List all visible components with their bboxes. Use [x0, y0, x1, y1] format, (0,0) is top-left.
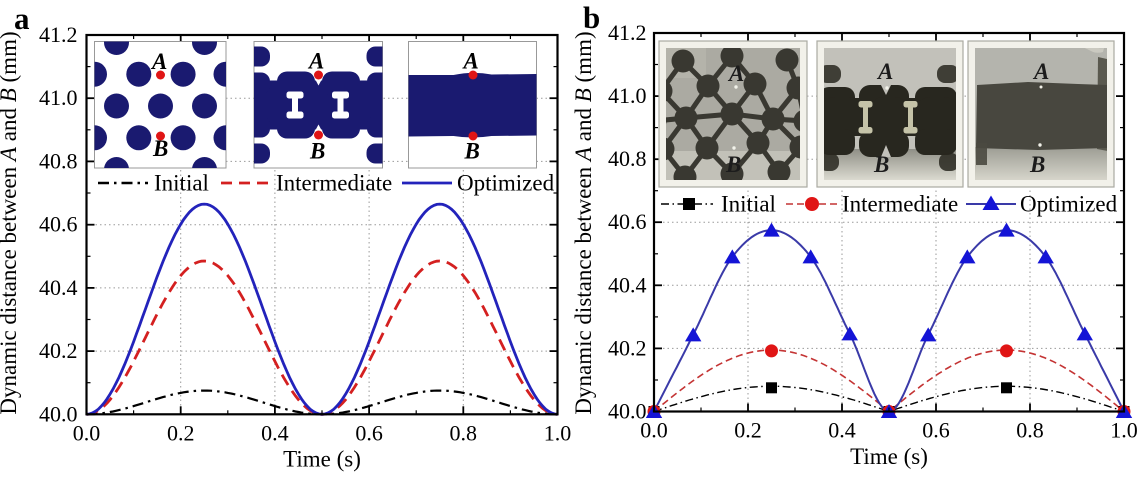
svg-text:40.4: 40.4 [608, 272, 647, 297]
svg-text:40.6: 40.6 [608, 209, 647, 234]
svg-text:40.2: 40.2 [608, 335, 647, 360]
svg-text:0.2: 0.2 [734, 418, 762, 443]
svg-text:Optimized: Optimized [1020, 192, 1118, 217]
svg-text:0.8: 0.8 [450, 421, 478, 446]
svg-text:A: A [876, 59, 893, 84]
svg-text:41.2: 41.2 [39, 22, 78, 47]
svg-text:A: A [727, 61, 744, 86]
svg-text:0.4: 0.4 [828, 418, 856, 443]
svg-text:A: A [307, 49, 324, 74]
svg-text:41.0: 41.0 [608, 83, 647, 108]
svg-text:Dynamic distance between A and: Dynamic distance between A and B (mm) [0, 31, 21, 414]
svg-text:Time (s): Time (s) [850, 444, 928, 469]
svg-text:B: B [152, 136, 168, 161]
svg-text:40.6: 40.6 [39, 212, 78, 237]
svg-text:0.6: 0.6 [922, 418, 950, 443]
svg-text:0.0: 0.0 [73, 421, 101, 446]
svg-text:40.0: 40.0 [39, 401, 78, 426]
svg-text:A: A [1032, 59, 1049, 84]
svg-text:0.4: 0.4 [261, 421, 289, 446]
svg-text:Intermediate: Intermediate [842, 192, 958, 217]
svg-text:40.8: 40.8 [39, 148, 78, 173]
svg-text:Dynamic distance between A and: Dynamic distance between A and B (mm) [571, 31, 596, 414]
svg-text:1.0: 1.0 [544, 421, 572, 446]
svg-text:Initial: Initial [721, 192, 776, 217]
svg-text:0.0: 0.0 [640, 418, 668, 443]
svg-text:B: B [309, 139, 325, 164]
svg-text:40.4: 40.4 [39, 275, 78, 300]
svg-text:B: B [873, 152, 889, 177]
svg-text:40.8: 40.8 [608, 146, 647, 171]
svg-text:B: B [725, 152, 741, 177]
svg-text:Time (s): Time (s) [283, 447, 361, 472]
svg-text:41.0: 41.0 [39, 85, 78, 110]
svg-text:Intermediate: Intermediate [276, 171, 392, 196]
svg-text:Initial: Initial [154, 171, 209, 196]
svg-text:0.2: 0.2 [167, 421, 195, 446]
svg-text:A: A [462, 49, 479, 74]
svg-text:0.8: 0.8 [1016, 418, 1044, 443]
svg-text:0.6: 0.6 [355, 421, 383, 446]
svg-text:A: A [150, 49, 167, 74]
svg-text:a: a [14, 1, 30, 36]
svg-text:b: b [583, 0, 600, 35]
svg-text:1.0: 1.0 [1110, 418, 1138, 443]
svg-text:40.2: 40.2 [39, 338, 78, 363]
svg-text:Optimized: Optimized [457, 171, 555, 196]
svg-text:40.0: 40.0 [608, 399, 647, 424]
svg-text:B: B [1029, 152, 1045, 177]
svg-text:41.2: 41.2 [608, 20, 647, 45]
svg-text:B: B [464, 139, 480, 164]
